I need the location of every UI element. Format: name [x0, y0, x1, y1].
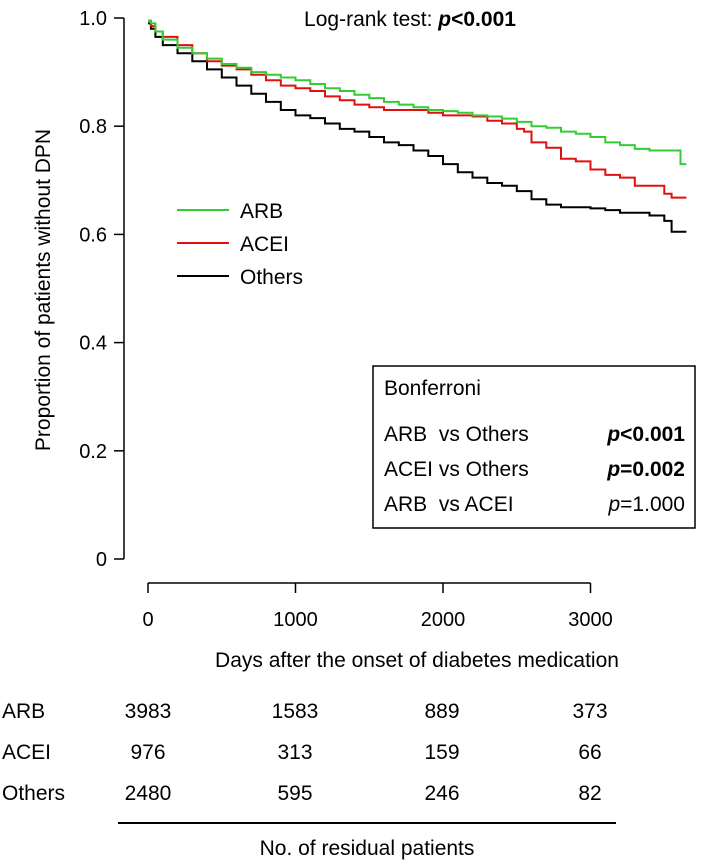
bonferroni-title: Bonferroni — [384, 377, 481, 400]
curve-others — [148, 22, 687, 233]
risk-cell: 2480 — [125, 782, 172, 805]
y-tick-label: 0.2 — [79, 441, 107, 463]
legend-label-acei: ACEI — [240, 233, 289, 256]
legend: ARB ACEI Others — [177, 200, 303, 289]
risk-row-label: ARB — [2, 700, 45, 723]
bonferroni-p-label: p — [606, 458, 620, 481]
logrank-annotation: Log-rank test: p<0.001 — [304, 8, 516, 31]
curve-arb — [148, 19, 687, 166]
bonferroni-border — [372, 365, 696, 529]
risk-cell: 313 — [277, 741, 312, 764]
logrank-p-value: <0.001 — [451, 8, 516, 31]
bonferroni-comparison: ARB vs Others — [384, 423, 529, 446]
curve-acei — [148, 19, 687, 199]
logrank-prefix: Log-rank test: — [304, 8, 438, 31]
risk-table: ARB 3983 1583 889 373 ACEI 976 313 159 66 Others 24… — [2, 700, 608, 805]
x-axis-label: Days after the onset of diabetes medicat… — [215, 649, 619, 672]
x-axis: 0 1000 2000 3000 — [142, 582, 613, 631]
risk-cell: 246 — [424, 782, 459, 805]
x-tick-label: 1000 — [273, 609, 318, 631]
legend-label-arb: ARB — [240, 200, 283, 223]
bonferroni-p-value: p=0.002 — [606, 458, 685, 481]
risk-cell: 595 — [277, 782, 312, 805]
y-axis: 0 0.2 0.4 0.6 0.8 1.0 — [79, 8, 125, 571]
y-tick-label: 0.4 — [79, 333, 107, 355]
y-tick-label: 0.8 — [79, 116, 107, 138]
y-tick-label: 0.6 — [79, 224, 107, 246]
y-tick-label: 1.0 — [79, 8, 107, 30]
bonferroni-p-value: p=1.000 — [607, 493, 685, 516]
y-tick-label: 0 — [96, 549, 107, 571]
x-tick-label: 3000 — [568, 609, 613, 631]
risk-cell: 373 — [572, 700, 607, 723]
risk-cell: 976 — [130, 741, 165, 764]
bonferroni-p-label: p — [607, 493, 620, 516]
x-tick-label: 2000 — [421, 609, 466, 631]
risk-cell: 82 — [578, 782, 601, 805]
risk-row-label: ACEI — [2, 741, 51, 764]
bonferroni-p-number: =0.002 — [620, 458, 685, 481]
legend-label-others: Others — [240, 266, 303, 289]
risk-row-label: Others — [2, 782, 65, 805]
risk-cell: 3983 — [125, 700, 172, 723]
risk-cell: 159 — [424, 741, 459, 764]
y-axis-label: Proportion of patients without DPN — [32, 129, 55, 451]
risk-table-title: No. of residual patients — [260, 837, 475, 860]
bonferroni-p-value: p<0.001 — [606, 423, 685, 446]
risk-cell: 1583 — [272, 700, 319, 723]
logrank-p-label: p — [437, 8, 451, 31]
bonferroni-p-label: p — [606, 423, 620, 446]
bonferroni-p-number: =1.000 — [620, 493, 685, 516]
bonferroni-comparison: ARB vs ACEI — [384, 493, 514, 516]
survival-curves — [148, 19, 687, 233]
risk-cell: 889 — [424, 700, 459, 723]
bonferroni-p-number: <0.001 — [620, 423, 685, 446]
x-tick-label: 0 — [142, 609, 153, 631]
bonferroni-comparison: ACEI vs Others — [384, 458, 529, 481]
risk-cell: 66 — [578, 741, 601, 764]
